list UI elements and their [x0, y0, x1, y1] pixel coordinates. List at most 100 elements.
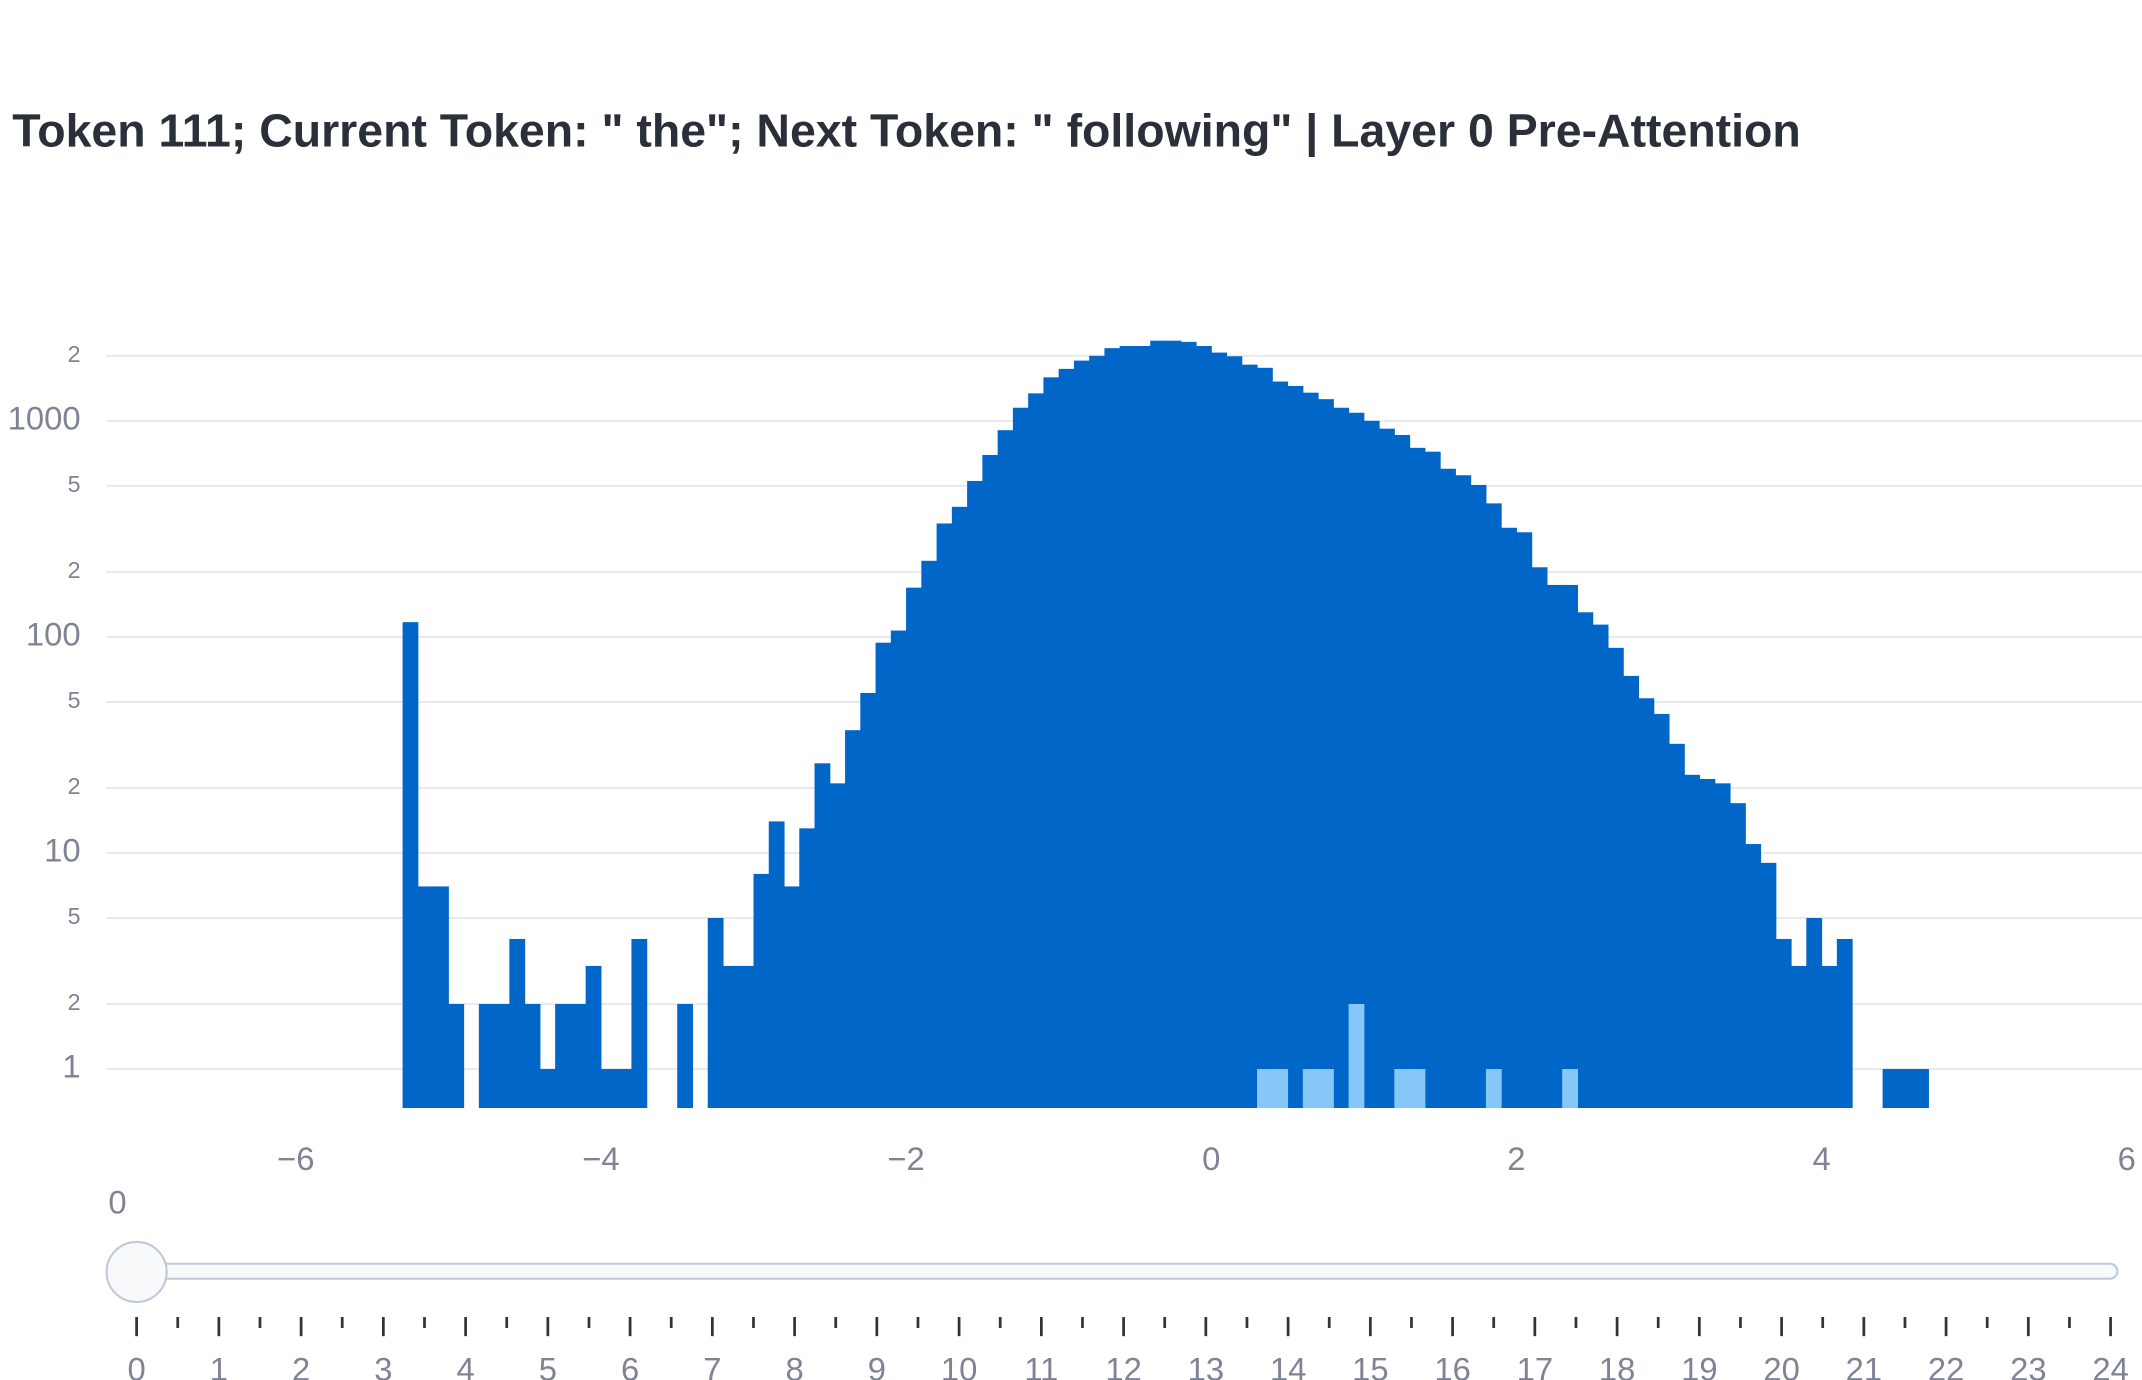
histogram-bar	[570, 1003, 587, 1109]
histogram-bar	[982, 454, 999, 1109]
histogram-bar	[1012, 407, 1029, 1109]
histogram-bar	[1272, 381, 1289, 1109]
histogram-bar	[1806, 918, 1823, 1109]
y-tick-label: 2	[68, 773, 81, 799]
histogram-bar	[478, 1003, 495, 1109]
histogram-bar	[1455, 475, 1472, 1109]
histogram-bar	[1134, 346, 1151, 1109]
histogram-bar	[860, 693, 877, 1109]
histogram-bar	[951, 506, 968, 1109]
histogram-bar	[1333, 407, 1350, 1109]
histogram-bar	[616, 1069, 632, 1109]
histogram-bar	[1699, 778, 1716, 1109]
histogram-bar	[906, 587, 922, 1109]
histogram-bar	[1470, 484, 1487, 1109]
histogram-bar	[784, 886, 800, 1109]
histogram-bar	[768, 821, 785, 1109]
histogram-bar	[555, 1003, 571, 1109]
histogram-bar	[1745, 844, 1762, 1109]
histogram-bar	[1638, 698, 1655, 1109]
x-tick-label: −2	[887, 1140, 924, 1177]
slider-step-label: 7	[703, 1350, 721, 1380]
histogram-bar	[1409, 1069, 1426, 1109]
y-tick-label: 5	[68, 471, 81, 497]
slider-step-label: 10	[941, 1350, 977, 1380]
slider-step-label: 18	[1599, 1350, 1635, 1380]
histogram-bar	[814, 763, 831, 1109]
histogram-bar	[1058, 368, 1075, 1109]
histogram-bar	[799, 828, 816, 1109]
histogram-bar	[1043, 377, 1060, 1109]
histogram-bar	[417, 886, 434, 1109]
histogram-bar	[1104, 348, 1121, 1109]
y-tick-label: 2	[68, 989, 81, 1015]
histogram-bar	[875, 642, 892, 1109]
histogram-bar	[1348, 412, 1365, 1109]
histogram-bar	[1592, 624, 1609, 1109]
slider-step-label: 20	[1763, 1350, 1799, 1380]
slider-step-label: 1	[210, 1350, 228, 1380]
histogram-bar	[1287, 385, 1304, 1109]
histogram-bar	[1684, 774, 1701, 1109]
histogram-bar	[1821, 965, 1838, 1109]
slider-step-label: 17	[1517, 1350, 1553, 1380]
histogram-bar	[1211, 352, 1228, 1109]
histogram-bar	[1485, 1069, 1502, 1109]
histogram-bar	[1485, 503, 1502, 1109]
histogram-bar	[1195, 346, 1212, 1109]
histogram-bar	[494, 1003, 510, 1109]
histogram-bar	[1623, 675, 1640, 1109]
histogram-bar	[1394, 434, 1411, 1109]
x-tick-label: −4	[582, 1140, 619, 1177]
slider-track[interactable]	[135, 1262, 2119, 1280]
slider-step-label: 24	[2092, 1350, 2128, 1380]
slider-knob[interactable]	[105, 1240, 168, 1304]
x-tick-label: 2	[1507, 1140, 1525, 1177]
histogram-bar	[1607, 647, 1624, 1109]
slider-step-label: 22	[1928, 1350, 1964, 1380]
histogram-bar	[1089, 355, 1105, 1109]
slider-step-label: 11	[1024, 1350, 1058, 1380]
slider-step-label: 16	[1434, 1350, 1470, 1380]
histogram-bar	[1775, 938, 1792, 1109]
chart-title: Token 111; Current Token: " the"; Next T…	[12, 104, 1801, 156]
histogram-bar	[1668, 743, 1685, 1109]
y-tick-label: 5	[68, 687, 81, 713]
histogram-bar	[1714, 783, 1731, 1109]
histogram-bar	[1577, 612, 1594, 1109]
slider-step-label: 9	[868, 1350, 886, 1380]
histogram-bar	[1394, 1069, 1411, 1109]
histogram-bar	[1272, 1069, 1289, 1109]
histogram-bar	[1073, 360, 1090, 1109]
histogram-bar	[753, 873, 770, 1109]
histogram-bar	[1836, 938, 1853, 1109]
histogram-bar	[1028, 393, 1044, 1109]
histogram-bar	[1531, 567, 1548, 1109]
slider-step-label: 23	[2010, 1350, 2046, 1380]
histogram-bar	[600, 1069, 617, 1109]
histogram-bar	[1897, 1069, 1914, 1109]
histogram-bar	[1882, 1069, 1899, 1109]
histogram-bar	[433, 886, 449, 1109]
histogram-bar	[936, 523, 953, 1109]
histogram-bar	[1318, 1069, 1334, 1109]
y-tick-label: 2	[68, 341, 81, 367]
histogram-bar	[1348, 1003, 1365, 1109]
histogram-bar	[1302, 1069, 1319, 1109]
slider-step-label: 14	[1270, 1350, 1306, 1380]
y-tick-label: 2	[68, 557, 81, 583]
x-tick-label: 4	[1812, 1140, 1830, 1177]
histogram-bar	[1226, 356, 1243, 1109]
histogram-bar	[402, 622, 419, 1109]
slider-current-label: 0	[108, 1184, 126, 1221]
histogram-bar	[1730, 803, 1746, 1109]
slider-step-label: 12	[1105, 1350, 1141, 1380]
slider-step-label: 15	[1352, 1350, 1388, 1380]
histogram-bar	[1760, 862, 1777, 1109]
histogram-bar	[524, 1003, 541, 1109]
slider-step-label: 4	[456, 1350, 474, 1380]
y-tick-label: 10	[44, 832, 80, 869]
histogram-bar	[585, 965, 602, 1109]
